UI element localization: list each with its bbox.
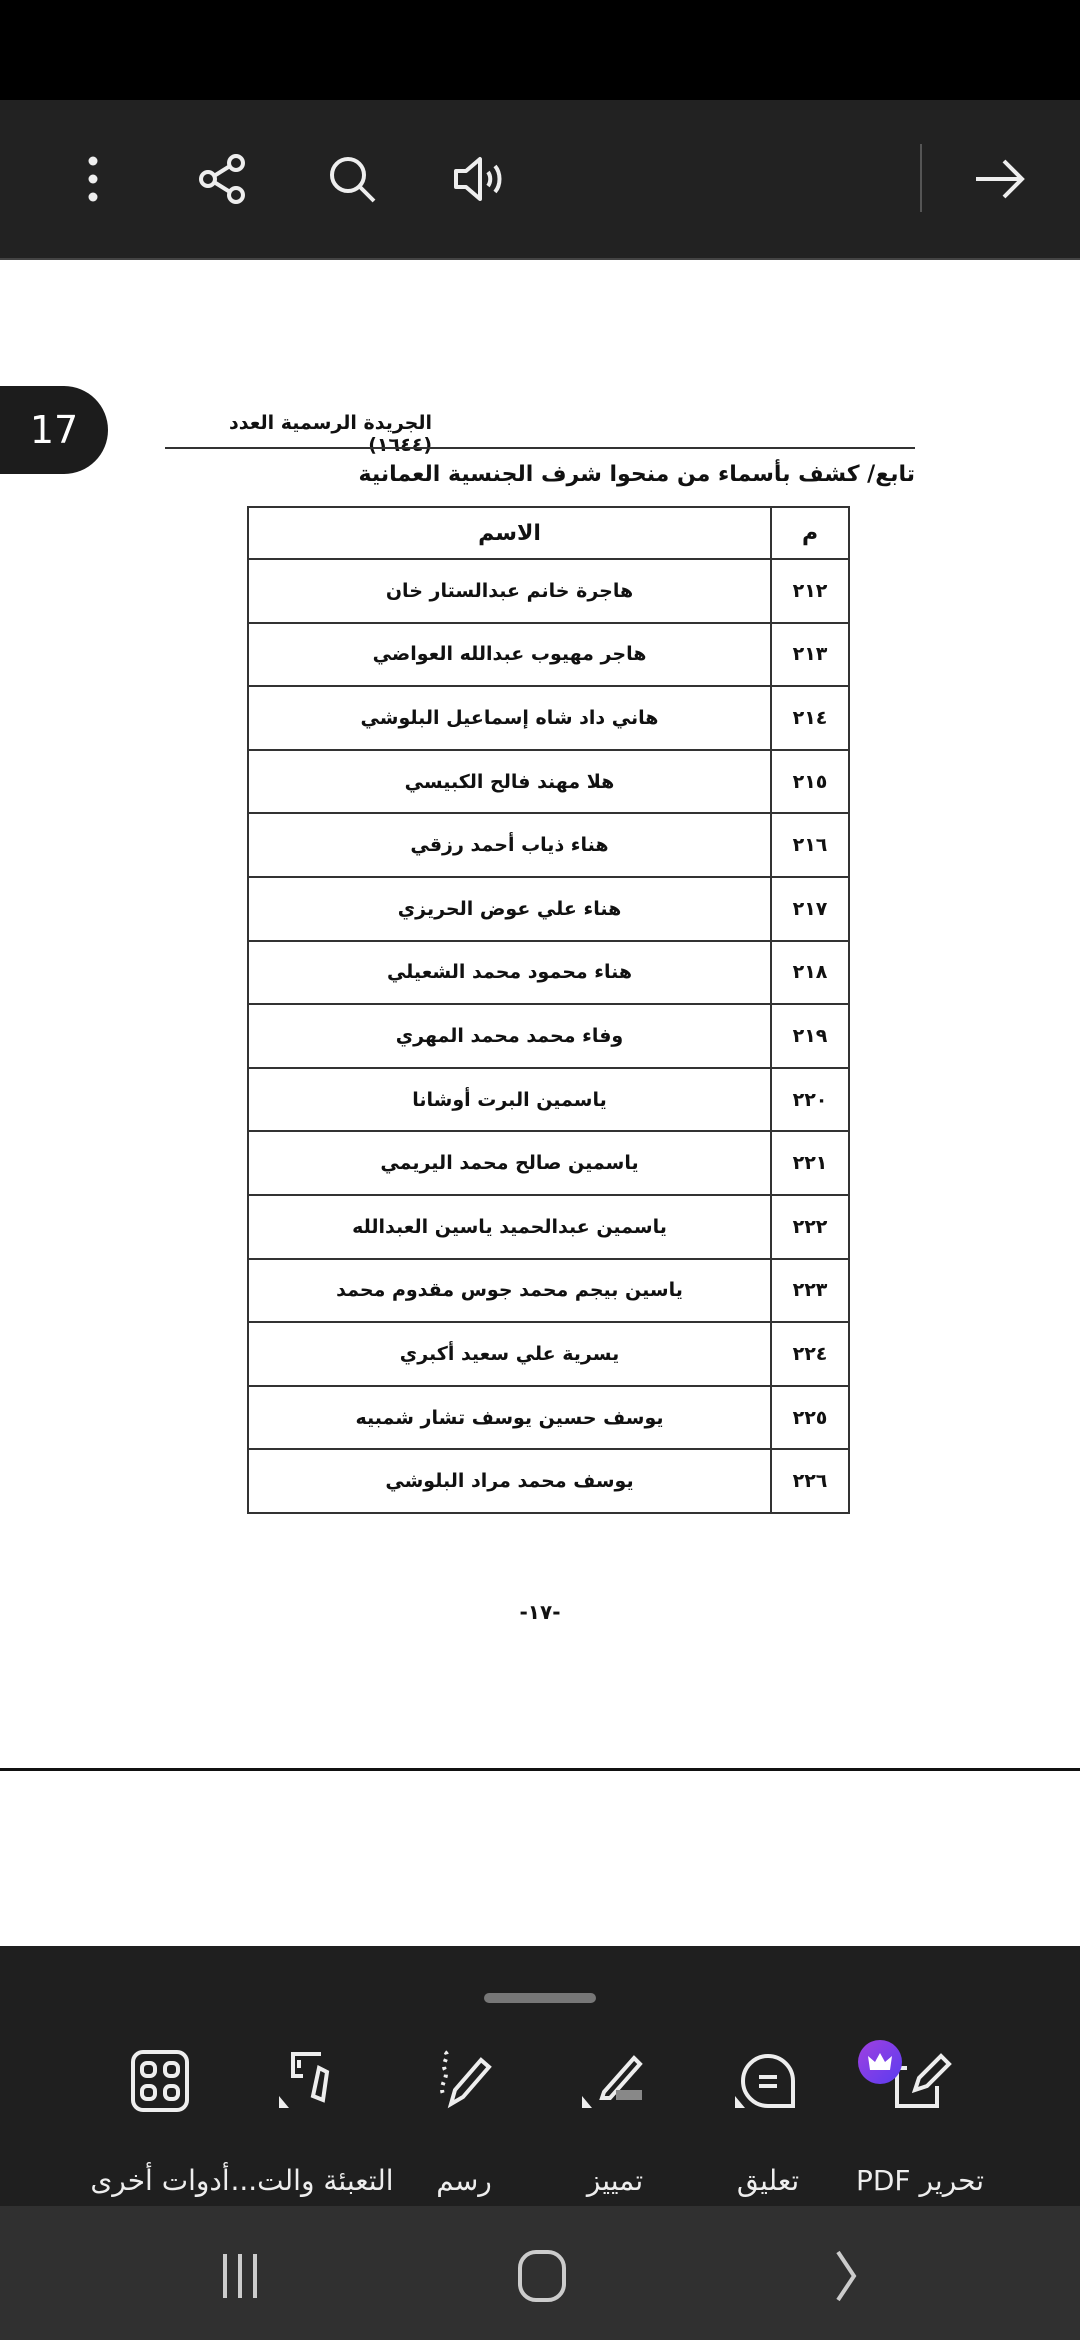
tool-more-tools[interactable]: أدوات أخرى [75,2046,245,2197]
header-divider [165,447,915,449]
table-row: ٢١٥ هلا مهند فالح الكبيسي [247,748,850,815]
table-row: ٢١٧ هناء علي عوض الحريزي [247,875,850,942]
table-row: ٢٢٤ يسرية علي سعيد أكبري [247,1321,850,1387]
row-number: ٢٢٣ [770,1257,850,1324]
table-row: ٢٢٣ ياسين بيجم محمد جوس مقدوم محمد [247,1257,850,1324]
highlight-icon [582,2055,643,2108]
draw-icon [440,2050,492,2109]
row-name: ياسمين عبدالحميد ياسين العبدالله [247,1193,772,1260]
bottom-tools-panel: تحرير PDF تعليق تمييز رسم التعبئة والت..… [0,1946,1080,2206]
row-number: ٢٢٠ [770,1066,850,1133]
page-footer-number: -١٧- [519,1600,561,1624]
row-number: ٢٢٦ [770,1448,850,1514]
system-nav-bar [0,2206,1080,2340]
column-header-number: م [770,506,850,560]
home-icon[interactable] [507,2246,577,2306]
status-bar [0,0,1080,100]
row-number: ٢٢٥ [770,1384,850,1451]
row-name: ياسمين البرت أوشانا [247,1066,772,1133]
tool-edit-pdf[interactable]: تحرير PDF [835,2046,1005,2197]
row-number: ٢٢٢ [770,1193,850,1260]
tool-label: تحرير PDF [855,2164,985,2197]
tool-label: تمييز [586,2164,644,2197]
row-name: هناء محمود محمد الشعيلي [247,939,772,1006]
row-number: ٢١٣ [770,621,850,688]
row-name: هلا مهند فالح الكبيسي [247,748,772,815]
table-row: ٢١٨ هناء محمود محمد الشعيلي [247,939,850,1006]
table-row: ٢٢٦ يوسف محمد مراد البلوشي [247,1448,850,1514]
read-aloud-icon[interactable] [450,149,510,209]
search-icon[interactable] [322,149,382,209]
premium-crown-icon [858,2040,902,2084]
toolbar-divider [920,144,922,212]
fill-sign-icon [279,2052,330,2108]
more-tools-icon [131,2050,189,2112]
tool-label: رسم [436,2164,492,2197]
row-number: ٢١٤ [770,685,850,751]
tool-draw[interactable]: رسم [379,2046,549,2197]
row-name: هناء ذياب أحمد رزقي [247,812,772,878]
tool-label: أدوات أخرى [90,2164,230,2197]
row-number: ٢١٦ [770,812,850,878]
table-row: ٢١٤ هاني داد شاه إسماعيل البلوشي [247,685,850,751]
document-title: تابع/ كشف بأسماء من منحوا شرف الجنسية ال… [358,462,916,487]
row-name: يوسف محمد مراد البلوشي [247,1448,772,1514]
row-name: هناء علي عوض الحريزي [247,875,772,942]
row-name: هاجر مهيوب عبدالله العواضي [247,621,772,688]
tool-label: التعبئة والت... [230,2164,394,2197]
row-name: هاجرة خانم عبدالستار خان [247,558,772,624]
row-name: ياسمين صالح محمد اليريمي [247,1130,772,1196]
page-boundary [0,1768,1080,1771]
row-name: يسرية علي سعيد أكبري [247,1321,772,1387]
recent-apps-icon[interactable] [205,2246,275,2306]
comment-icon [735,2053,795,2108]
table-row: ٢١٣ هاجر مهيوب عبدالله العواضي [247,621,850,688]
drag-handle[interactable] [484,1993,596,2003]
arrow-right-icon[interactable] [970,149,1030,209]
top-toolbar [0,100,1080,260]
row-name: يوسف حسين يوسف تشار شمبيه [247,1384,772,1451]
share-icon[interactable] [192,149,252,209]
table-row: ٢١٩ وفاء محمد محمد المهري [247,1003,850,1069]
table-row: ٢٢٥ يوسف حسين يوسف تشار شمبيه [247,1384,850,1451]
tool-highlight[interactable]: تمييز [530,2046,700,2197]
table-header-row: م الاسم [247,506,850,560]
page-gap [0,1771,1080,1946]
row-number: ٢١٩ [770,1003,850,1069]
gazette-header: الجريدة الرسمية العدد (١٦٤٤) [229,412,432,456]
row-number: ٢٢١ [770,1130,850,1196]
table-row: ٢١٢ هاجرة خانم عبدالستار خان [247,558,850,624]
row-name: هاني داد شاه إسماعيل البلوشي [247,685,772,751]
back-icon[interactable] [810,2246,880,2306]
names-table: م الاسم ٢١٢ هاجرة خانم عبدالستار خان ٢١٣ ها… [247,506,850,1514]
row-number: ٢١٨ [770,939,850,1006]
page-number-badge[interactable]: 17 [0,386,108,474]
row-number: ٢١٧ [770,875,850,942]
row-name: ياسين بيجم محمد جوس مقدوم محمد [247,1257,772,1324]
row-number: ٢١٢ [770,558,850,624]
table-row: ٢٢٢ ياسمين عبدالحميد ياسين العبدالله [247,1193,850,1260]
tool-fill-sign[interactable]: التعبئة والت... [227,2046,397,2197]
row-name: وفاء محمد محمد المهري [247,1003,772,1069]
row-number: ٢١٥ [770,748,850,815]
table-row: ٢٢١ ياسمين صالح محمد اليريمي [247,1130,850,1196]
table-row: ٢٢٠ ياسمين البرت أوشانا [247,1066,850,1133]
tool-label: تعليق [736,2164,800,2197]
row-number: ٢٢٤ [770,1321,850,1387]
tool-comment[interactable]: تعليق [683,2046,853,2197]
column-header-name: الاسم [247,506,772,560]
table-row: ٢١٦ هناء ذياب أحمد رزقي [247,812,850,878]
more-vertical-icon[interactable] [63,149,123,209]
